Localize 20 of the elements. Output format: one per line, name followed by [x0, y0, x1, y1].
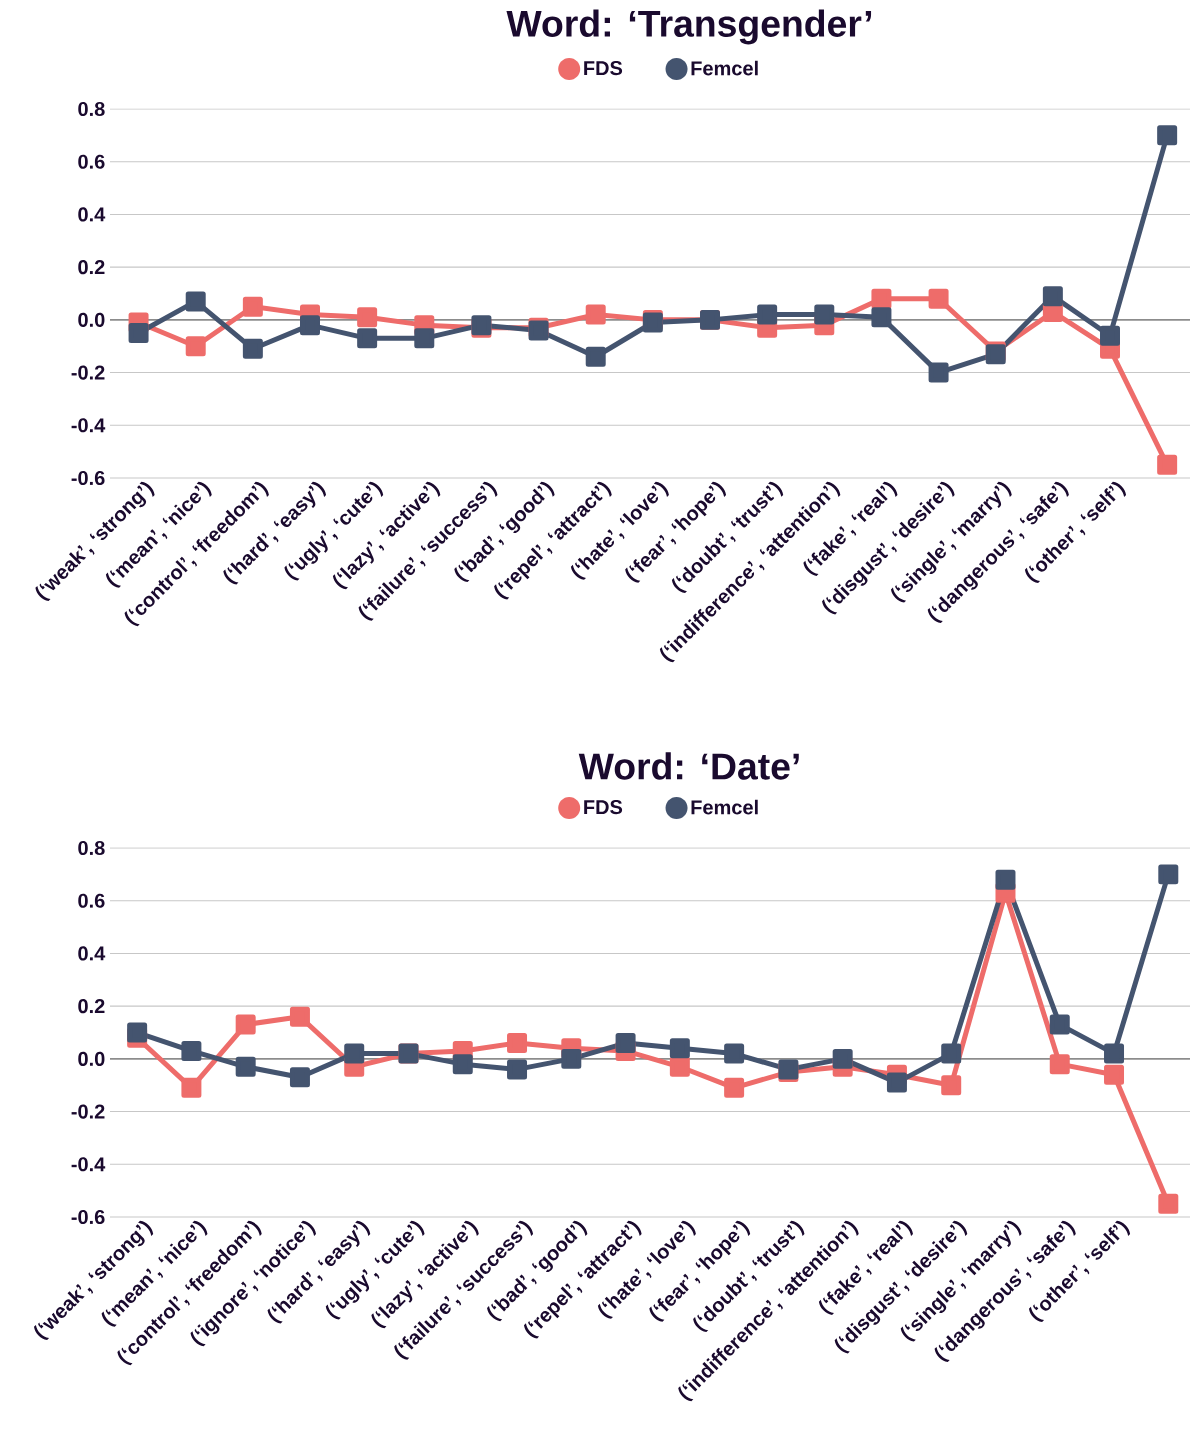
- y-tick-label: 0.2: [78, 260, 105, 275]
- legend-label: Femcel: [691, 60, 758, 76]
- legend-label: FDS: [584, 800, 623, 815]
- y-tick-label: -0.4: [71, 418, 106, 433]
- y-tick-label: 0.8: [78, 101, 105, 117]
- chart-title: Word: ‘Transgender’: [506, 9, 872, 45]
- y-tick-label: -0.2: [71, 1104, 105, 1119]
- y-tick-label: 0.6: [78, 893, 105, 908]
- y-tick-label: 0.4: [78, 207, 106, 222]
- y-tick-label: 0.0: [78, 1051, 105, 1066]
- y-tick-label: 0.4: [78, 946, 106, 961]
- y-tick-label: -0.2: [71, 365, 105, 380]
- y-tick-label: 0.8: [78, 840, 105, 856]
- legend-label: Femcel: [691, 799, 758, 815]
- y-tick-label: 0.2: [78, 999, 105, 1014]
- chart-title: Word: ‘Date’: [578, 752, 799, 780]
- legend-label: FDS: [584, 61, 623, 76]
- y-tick-label: 0.0: [78, 312, 105, 327]
- y-tick-label: 0.6: [78, 154, 105, 169]
- y-tick-label: -0.4: [71, 1157, 106, 1172]
